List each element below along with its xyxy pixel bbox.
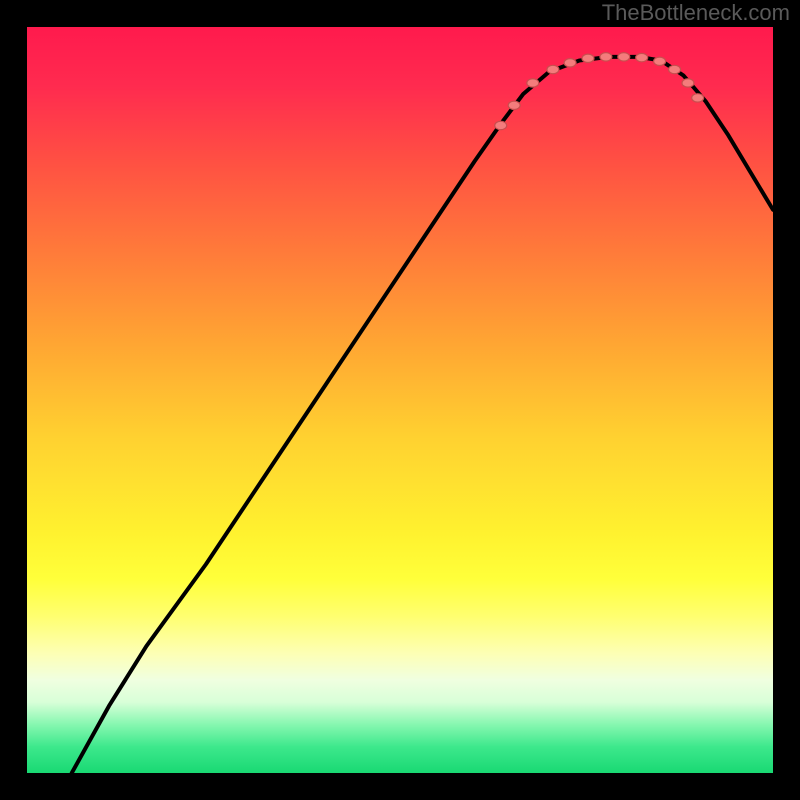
attribution-label: TheBottleneck.com [602,0,790,26]
data-marker [636,53,648,61]
data-marker [508,101,520,109]
data-marker [495,121,507,129]
data-marker [692,94,704,102]
data-marker [669,65,681,73]
chart-frame: TheBottleneck.com [0,0,800,800]
data-marker [682,79,694,87]
plot-area [27,27,773,773]
data-marker [582,54,594,62]
data-marker [600,53,612,61]
data-marker [547,65,559,73]
data-marker [564,59,576,67]
data-marker [618,53,630,61]
data-marker [654,57,666,65]
markers-overlay [27,27,773,773]
data-marker [527,79,539,87]
